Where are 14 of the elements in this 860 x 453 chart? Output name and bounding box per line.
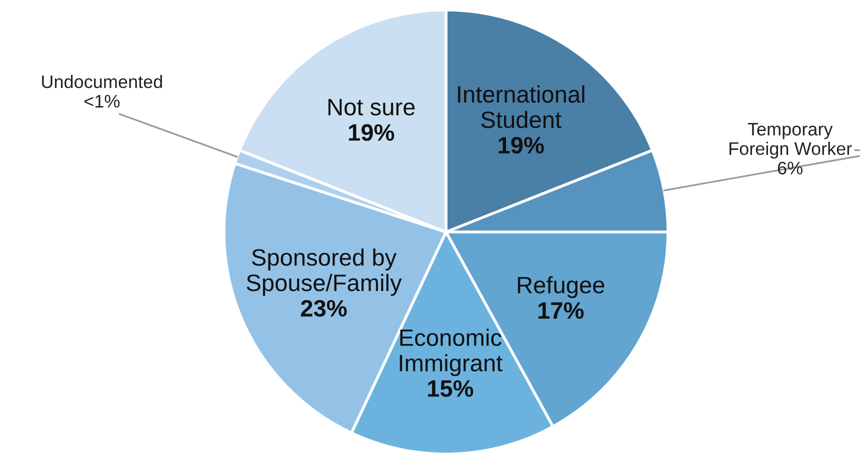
slice-label: Refugee — [518, 276, 604, 298]
data-label: 6% — [778, 162, 803, 174]
data-label: 19% — [348, 124, 394, 141]
slice-label: Economic Immigrant — [400, 328, 502, 376]
data-label: <1% — [84, 94, 120, 108]
slice-label: Undocumented — [42, 74, 162, 88]
slice-label: Sponsored by Spouse/Family — [246, 248, 402, 296]
data-label: 15% — [428, 380, 474, 397]
data-label: 23% — [300, 300, 347, 317]
data-label: 17% — [538, 302, 584, 319]
slice-label: Temporary Foreign Worker — [730, 122, 852, 159]
data-label: 19% — [498, 136, 544, 154]
slice-label: International Student — [458, 85, 584, 128]
slice-label: Not sure — [328, 98, 415, 116]
